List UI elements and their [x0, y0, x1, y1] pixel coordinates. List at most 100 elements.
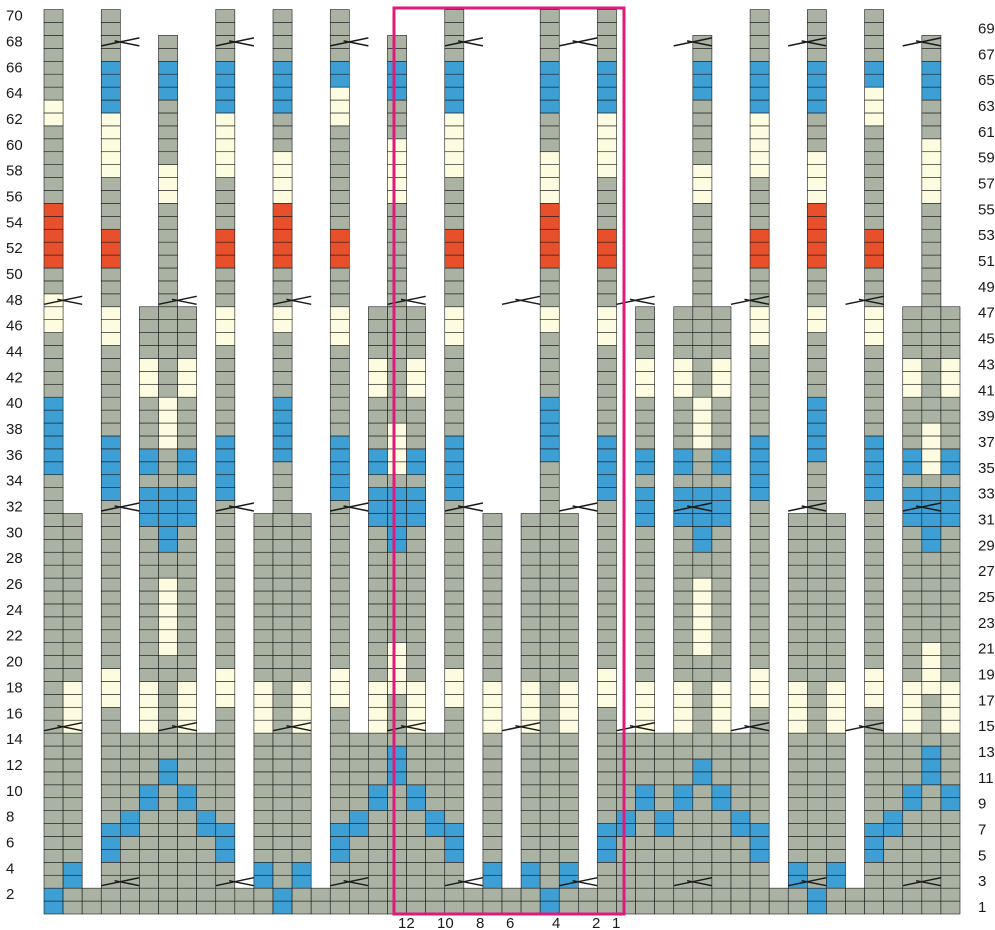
- stitch-cell: [387, 745, 407, 760]
- stitch-cell: [749, 513, 770, 527]
- stitch-cell: [272, 474, 293, 488]
- stitch-cell: [902, 849, 923, 863]
- stitch-cell: [597, 849, 617, 863]
- stitch-cell: [43, 513, 64, 527]
- stitch-cell: [921, 513, 942, 527]
- stitch-cell: [272, 668, 293, 682]
- stitch-cell: [43, 706, 64, 721]
- stitch-cell: [864, 345, 884, 359]
- stitch-cell: [921, 732, 942, 747]
- stitch-cell: [539, 358, 560, 372]
- stitch-cell: [749, 228, 770, 243]
- stitch-cell: [635, 629, 655, 643]
- stitch-cell: [902, 461, 923, 476]
- cable-cross-mark: [444, 37, 484, 47]
- stitch-cell: [406, 797, 426, 811]
- stitch-cell: [177, 461, 197, 476]
- stitch-cell: [43, 758, 64, 773]
- stitch-cell: [291, 784, 312, 799]
- row-number-right: 15: [978, 718, 995, 735]
- stitch-cell: [749, 590, 770, 605]
- stitch-cell: [368, 629, 388, 643]
- stitch-cell: [177, 422, 197, 437]
- stitch-cell: [139, 758, 159, 773]
- stitch-cell: [597, 60, 617, 75]
- stitch-cell: [539, 655, 560, 669]
- stitch-cell: [635, 849, 655, 863]
- stitch-cell: [444, 358, 465, 372]
- stitch-cell: [597, 228, 617, 243]
- stitch-cell: [62, 887, 83, 902]
- stitch-cell: [520, 706, 541, 721]
- stitch-cell: [597, 216, 617, 230]
- stitch-cell: [406, 500, 426, 514]
- stitch-cell: [406, 319, 426, 333]
- stitch-cell: [940, 487, 961, 501]
- stitch-cell: [368, 500, 388, 514]
- stitch-cell: [272, 758, 293, 773]
- stitch-cell: [749, 203, 770, 217]
- stitch-cell: [177, 797, 197, 811]
- stitch-cell: [597, 836, 617, 850]
- stitch-cell: [807, 526, 827, 540]
- stitch-cell: [43, 73, 64, 88]
- stitch-cell: [749, 564, 770, 579]
- stitch-cell: [597, 668, 617, 682]
- stitch-cell: [673, 526, 694, 540]
- row-number-right: 69: [978, 21, 995, 38]
- stitch-cell: [387, 668, 407, 682]
- stitch-cell: [253, 539, 274, 553]
- stitch-cell: [730, 771, 751, 786]
- stitch-cell: [539, 319, 560, 333]
- stitch-cell: [787, 745, 808, 760]
- stitch-cell: [444, 862, 465, 876]
- stitch-cell: [654, 797, 675, 811]
- stitch-cell: [272, 616, 293, 631]
- stitch-cell: [444, 280, 465, 295]
- stitch-cell: [597, 603, 617, 618]
- stitch-cell: [215, 487, 236, 501]
- stitch-cell: [406, 874, 426, 889]
- stitch-cell: [139, 655, 159, 669]
- stitch-cell: [826, 771, 846, 786]
- stitch-cell: [883, 900, 904, 915]
- stitch-cell: [329, 564, 350, 579]
- stitch-cell: [406, 371, 426, 385]
- stitch-cell: [272, 125, 293, 140]
- stitch-cell: [921, 771, 942, 786]
- stitch-cell: [826, 836, 846, 850]
- stitch-cell: [100, 293, 121, 308]
- row-number-right: 41: [978, 382, 995, 399]
- stitch-cell: [807, 280, 827, 295]
- stitch-cell: [177, 396, 197, 411]
- stitch-cell: [673, 823, 694, 837]
- stitch-cell: [272, 112, 293, 127]
- stitch-cell: [368, 319, 388, 333]
- stitch-cell: [100, 371, 121, 385]
- stitch-cell: [807, 629, 827, 643]
- stitch-cell: [883, 797, 904, 811]
- stitch-cell: [329, 526, 350, 540]
- stitch-cell: [558, 564, 579, 579]
- row-number-left: 50: [6, 266, 23, 283]
- stitch-cell: [902, 719, 923, 734]
- stitch-cell: [921, 758, 942, 773]
- stitch-cell: [749, 862, 770, 876]
- stitch-cell: [692, 306, 713, 320]
- stitch-cell: [177, 823, 197, 837]
- stitch-cell: [444, 177, 465, 191]
- stitch-cell: [368, 655, 388, 669]
- stitch-cell: [368, 849, 388, 863]
- stitch-cell: [387, 254, 407, 269]
- stitch-cell: [100, 138, 121, 153]
- stitch-cell: [387, 849, 407, 863]
- row-number-left: 20: [6, 654, 23, 671]
- stitch-cell: [43, 203, 64, 217]
- stitch-cell: [482, 629, 503, 643]
- stitch-cell: [444, 758, 465, 773]
- stitch-cell: [196, 797, 217, 811]
- stitch-cell: [921, 551, 942, 566]
- stitch-cell: [215, 849, 236, 863]
- stitch-cell: [673, 371, 694, 385]
- stitch-cell: [158, 422, 178, 437]
